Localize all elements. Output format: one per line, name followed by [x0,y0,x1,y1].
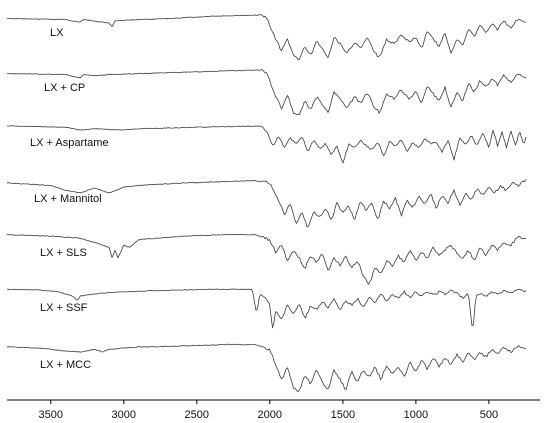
x-tick-label-3000: 3000 [112,409,136,421]
x-tick-label-2500: 2500 [185,409,209,421]
spectrum-label-3: LX + Aspartame [30,137,109,149]
x-tick-label-3500: 3500 [39,409,63,421]
spectrum-labels: LX LX + CP LX + Aspartame LX + Mannitol LX +… [30,27,109,371]
spectrum-trace-1 [6,14,527,60]
x-tick-label-1500: 1500 [331,409,355,421]
spectrum-label-4: LX + Mannitol [34,193,102,205]
spectra-traces [6,14,527,393]
spectrum-trace-2 [6,69,527,116]
spectrum-trace-6 [6,288,527,329]
x-axis-ticks: 3500 3000 2500 2000 1500 1000 500 [39,400,498,421]
spectrum-trace-5 [6,233,527,285]
spectrum-trace-3 [6,125,527,164]
spectrum-label-7: LX + MCC [40,359,91,371]
spectrum-trace-4 [7,179,527,228]
spectrum-label-2: LX + CP [44,82,85,94]
x-tick-label-500: 500 [480,409,498,421]
spectrum-label-6: LX + SSF [40,302,88,314]
spectrum-label-5: LX + SLS [40,247,87,259]
spectrum-trace-7 [6,343,527,393]
x-tick-label-1000: 1000 [404,409,428,421]
x-tick-label-2000: 2000 [258,409,282,421]
spectrum-label-1: LX [50,27,64,39]
